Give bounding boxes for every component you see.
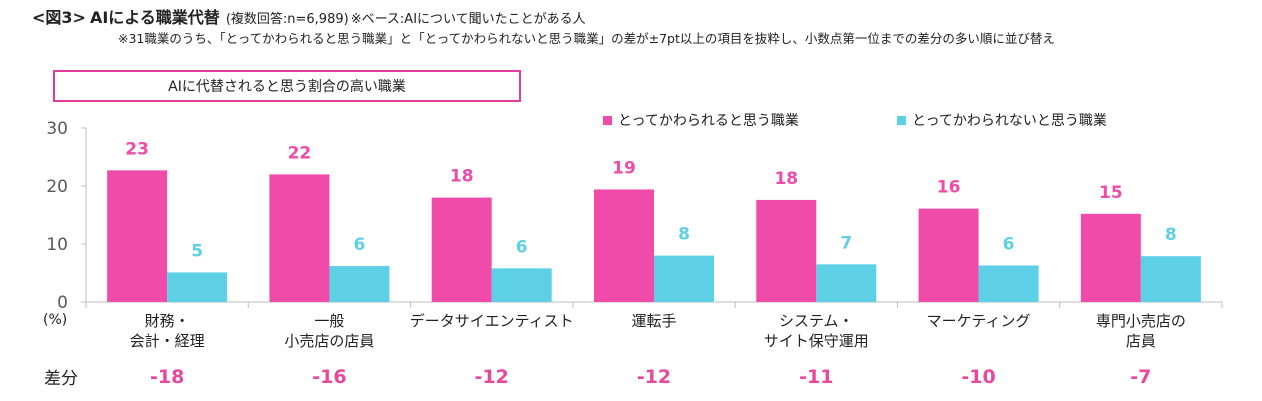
- data-label-not-replaced: 5: [191, 241, 203, 261]
- bar-replaced: [431, 197, 492, 302]
- legend-swatch-not-replaced: [897, 115, 906, 125]
- bar-replaced: [918, 208, 979, 302]
- difference-value: -16: [312, 366, 346, 388]
- bar-not-replaced: [816, 264, 877, 302]
- bar-not-replaced: [167, 272, 228, 302]
- legend-label-not-replaced: とってかわられないと思う職業: [912, 113, 1107, 129]
- difference-value: -12: [637, 366, 671, 388]
- x-category-label: 専門小売店の: [1096, 312, 1186, 330]
- chart-title-block: <図3> AIによる職業代替 (複数回答:n=6,989) ※ベース:AIについて聞い…: [32, 4, 586, 28]
- x-category-label: データサイエンティスト: [410, 312, 574, 330]
- difference-value: -18: [150, 366, 184, 388]
- chart-subtitle: (複数回答:n=6,989): [225, 12, 349, 27]
- selection-note: ※31職業のうち、「とってかわられると思う職業」と「とってかわられないと思う職業…: [118, 31, 1055, 46]
- bar-replaced: [269, 174, 330, 302]
- y-tick-label: 0: [57, 293, 68, 313]
- y-tick-label: 20: [46, 177, 68, 197]
- y-tick-label: 30: [46, 119, 68, 139]
- difference-row-label: 差分: [44, 369, 78, 389]
- x-category-label: 会計・経理: [130, 332, 205, 350]
- bar-not-replaced: [978, 265, 1039, 302]
- data-label-not-replaced: 7: [840, 233, 852, 253]
- bar-not-replaced: [329, 266, 390, 302]
- bar-replaced: [756, 199, 817, 302]
- x-category-label: マーケティング: [927, 312, 1031, 330]
- data-label-replaced: 19: [612, 158, 636, 178]
- chart-title: AIによる職業代替: [89, 8, 220, 27]
- y-axis-unit: (%): [43, 312, 68, 328]
- difference-value: -10: [961, 366, 995, 388]
- difference-value: -12: [475, 366, 509, 388]
- x-category-label: 運転手: [631, 312, 676, 330]
- data-label-not-replaced: 8: [678, 225, 690, 245]
- bar-replaced: [594, 189, 654, 302]
- difference-value: -7: [1130, 366, 1151, 388]
- x-category-label: 一般: [314, 312, 344, 330]
- legend-item-replaced: とってかわられると思う職業: [603, 110, 799, 130]
- x-category-label: 小売店の店員: [284, 332, 374, 350]
- highlight-box-label: AIに代替されると思う割合の高い職業: [53, 70, 521, 102]
- bar-not-replaced: [491, 268, 552, 302]
- figure-label: <図3>: [32, 8, 86, 27]
- data-label-replaced: 23: [125, 139, 149, 159]
- data-label-not-replaced: 6: [516, 237, 528, 257]
- bar-not-replaced: [654, 255, 714, 302]
- x-category-label: サイト保守運用: [764, 332, 869, 350]
- data-label-replaced: 15: [1099, 183, 1123, 203]
- legend-label-replaced: とってかわられると思う職業: [618, 113, 799, 129]
- data-label-replaced: 16: [937, 178, 961, 198]
- bar-replaced: [107, 170, 168, 302]
- data-label-replaced: 18: [774, 169, 798, 189]
- data-label-not-replaced: 8: [1165, 225, 1177, 245]
- bar-not-replaced: [1140, 256, 1201, 302]
- data-label-not-replaced: 6: [354, 235, 366, 255]
- legend-item-not-replaced: とってかわられないと思う職業: [897, 110, 1107, 130]
- x-category-label: システム・: [779, 312, 854, 330]
- base-note: ※ベース:AIについて聞いたことがある人: [350, 12, 586, 27]
- data-label-replaced: 22: [288, 143, 312, 163]
- bar-replaced: [1080, 213, 1141, 302]
- data-label-not-replaced: 6: [1003, 234, 1015, 254]
- difference-value: -11: [799, 366, 833, 388]
- y-tick-label: 10: [46, 235, 68, 255]
- legend-swatch-replaced: [603, 115, 612, 125]
- x-category-label: 財務・: [145, 312, 190, 330]
- x-category-label: 店員: [1126, 332, 1156, 350]
- data-label-replaced: 18: [450, 167, 474, 187]
